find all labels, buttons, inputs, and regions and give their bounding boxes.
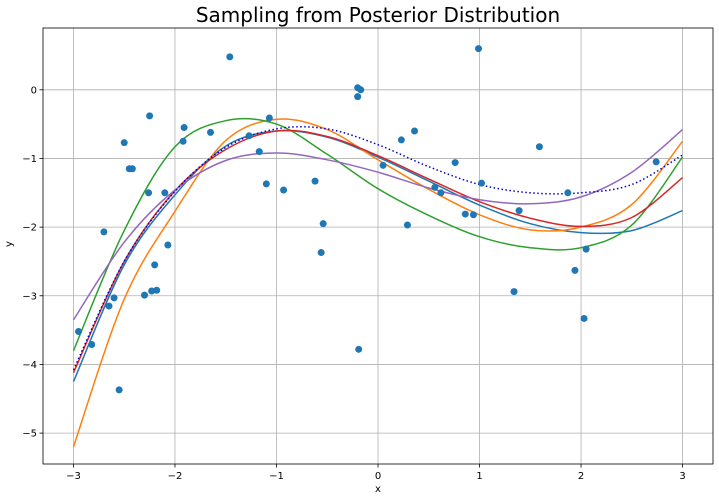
sample-curve-5: [72, 129, 683, 321]
data-point: [564, 189, 572, 197]
data-point: [411, 127, 419, 135]
data-point: [478, 179, 486, 187]
data-point: [100, 228, 108, 236]
data-point: [431, 183, 439, 191]
data-point: [146, 112, 154, 120]
data-point: [515, 207, 523, 215]
data-point: [355, 345, 363, 353]
data-point: [180, 124, 188, 132]
grid-lines: [43, 28, 713, 464]
data-point: [475, 45, 482, 53]
data-point: [311, 177, 319, 185]
sample-curves: [72, 117, 684, 448]
data-point: [75, 327, 83, 335]
data-point: [461, 210, 469, 218]
y-axis-label: y: [4, 241, 15, 247]
y-tick-label: −3: [22, 291, 37, 302]
data-point: [207, 128, 214, 136]
data-point: [145, 189, 153, 197]
data-point: [179, 137, 187, 145]
data-point: [571, 266, 579, 274]
x-tick-label: 1: [476, 471, 482, 482]
data-point: [280, 186, 288, 194]
data-point: [652, 158, 660, 166]
data-point: [510, 288, 518, 296]
data-point: [161, 189, 169, 197]
x-tick-label: 2: [578, 471, 584, 482]
data-point: [357, 86, 365, 94]
x-tick-label: −3: [66, 471, 81, 482]
data-point: [403, 221, 411, 229]
x-tick-label: 3: [679, 471, 685, 482]
data-point: [226, 53, 234, 61]
data-point: [319, 220, 327, 228]
data-point: [128, 165, 136, 173]
data-point: [582, 245, 590, 253]
y-tick-label: −4: [22, 360, 37, 371]
data-point: [265, 114, 273, 122]
data-point: [153, 286, 161, 294]
data-point: [437, 189, 445, 197]
y-tick-label: 0: [31, 85, 37, 96]
data-points: [75, 45, 660, 394]
data-point: [469, 211, 477, 219]
sample-curve-4: [72, 129, 683, 374]
chart-title: Sampling from Posterior Distribution: [196, 3, 560, 27]
sample-curve-3: [72, 117, 684, 351]
data-point: [110, 294, 118, 302]
data-point: [88, 341, 96, 349]
data-point: [164, 241, 172, 249]
data-point: [151, 261, 159, 269]
data-point: [580, 314, 588, 322]
data-point: [141, 291, 149, 299]
y-tick-label: −5: [22, 429, 37, 440]
y-tick-label: −1: [22, 154, 37, 165]
data-point: [262, 180, 270, 188]
data-point: [535, 143, 543, 151]
x-tick-label: 0: [375, 471, 381, 482]
y-tick-label: −2: [22, 223, 37, 234]
axis-ticks: −3 −2 −1 0 1 2 3 −5 −4 −3 −2 −1 0: [22, 85, 685, 482]
data-point: [115, 386, 123, 394]
data-point: [120, 139, 128, 147]
x-axis-label: x: [375, 484, 381, 495]
x-tick-label: −1: [269, 471, 284, 482]
x-tick-label: −2: [168, 471, 183, 482]
data-point: [317, 249, 325, 257]
data-point: [105, 302, 113, 310]
data-point: [354, 93, 362, 101]
data-point: [379, 161, 387, 169]
data-point: [245, 132, 253, 140]
data-point: [255, 148, 263, 156]
data-point: [397, 136, 405, 144]
data-point: [451, 159, 459, 167]
